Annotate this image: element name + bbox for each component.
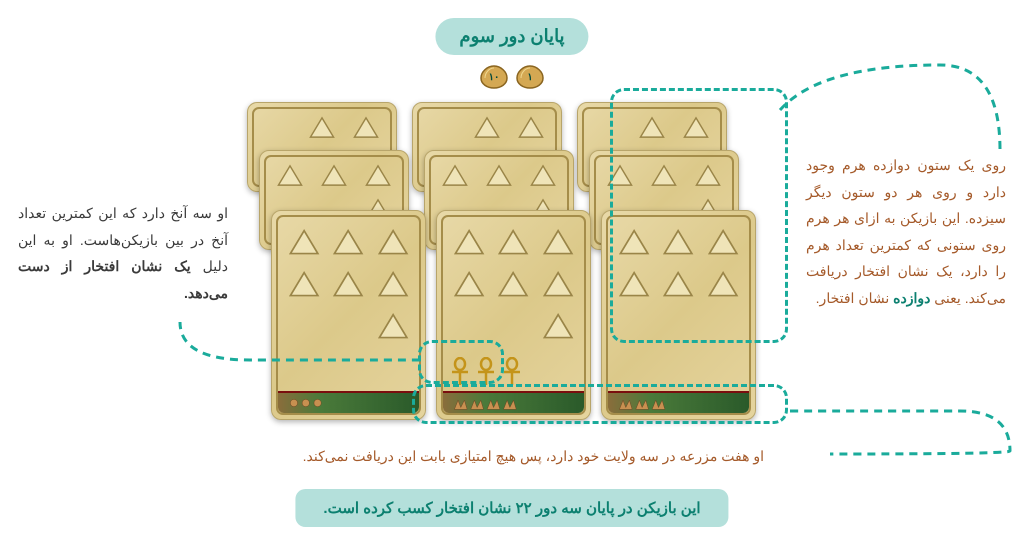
card-board [247,102,777,442]
card-footer [278,391,419,413]
explain-right: روی یک ستون دوازده هرم وجود دارد و روی ه… [806,152,1006,312]
card-front [271,210,426,420]
token-value: ۱۰ [489,72,500,83]
ankh-row [449,357,523,387]
card-front [601,210,756,420]
bottom-caption: او هفت مزرعه در سه ولایت خود دارد، پس هی… [303,448,764,465]
card-footer [608,391,749,413]
explain-left: او سه آنخ دارد که این کمترین تعداد آنخ د… [18,200,228,306]
prestige-token: ۱۰ [479,64,509,90]
text: نشان افتخار. [816,290,893,306]
round-title: پایان دور سوم [435,18,588,55]
card-footer [443,391,584,413]
token-value: ۱ [527,72,532,83]
connector-right [760,60,1020,160]
card-front [436,210,591,420]
text: روی یک ستون دوازده هرم وجود دارد و روی ه… [806,157,1006,306]
connector-bottom [780,406,1020,456]
text-bold: دوازده [893,290,930,306]
prestige-token: ۱ [515,64,545,90]
prestige-tokens: ۱ ۱۰ [479,64,545,90]
summary: این بازیکن در پایان سه دور ۲۲ نشان افتخا… [295,489,728,527]
